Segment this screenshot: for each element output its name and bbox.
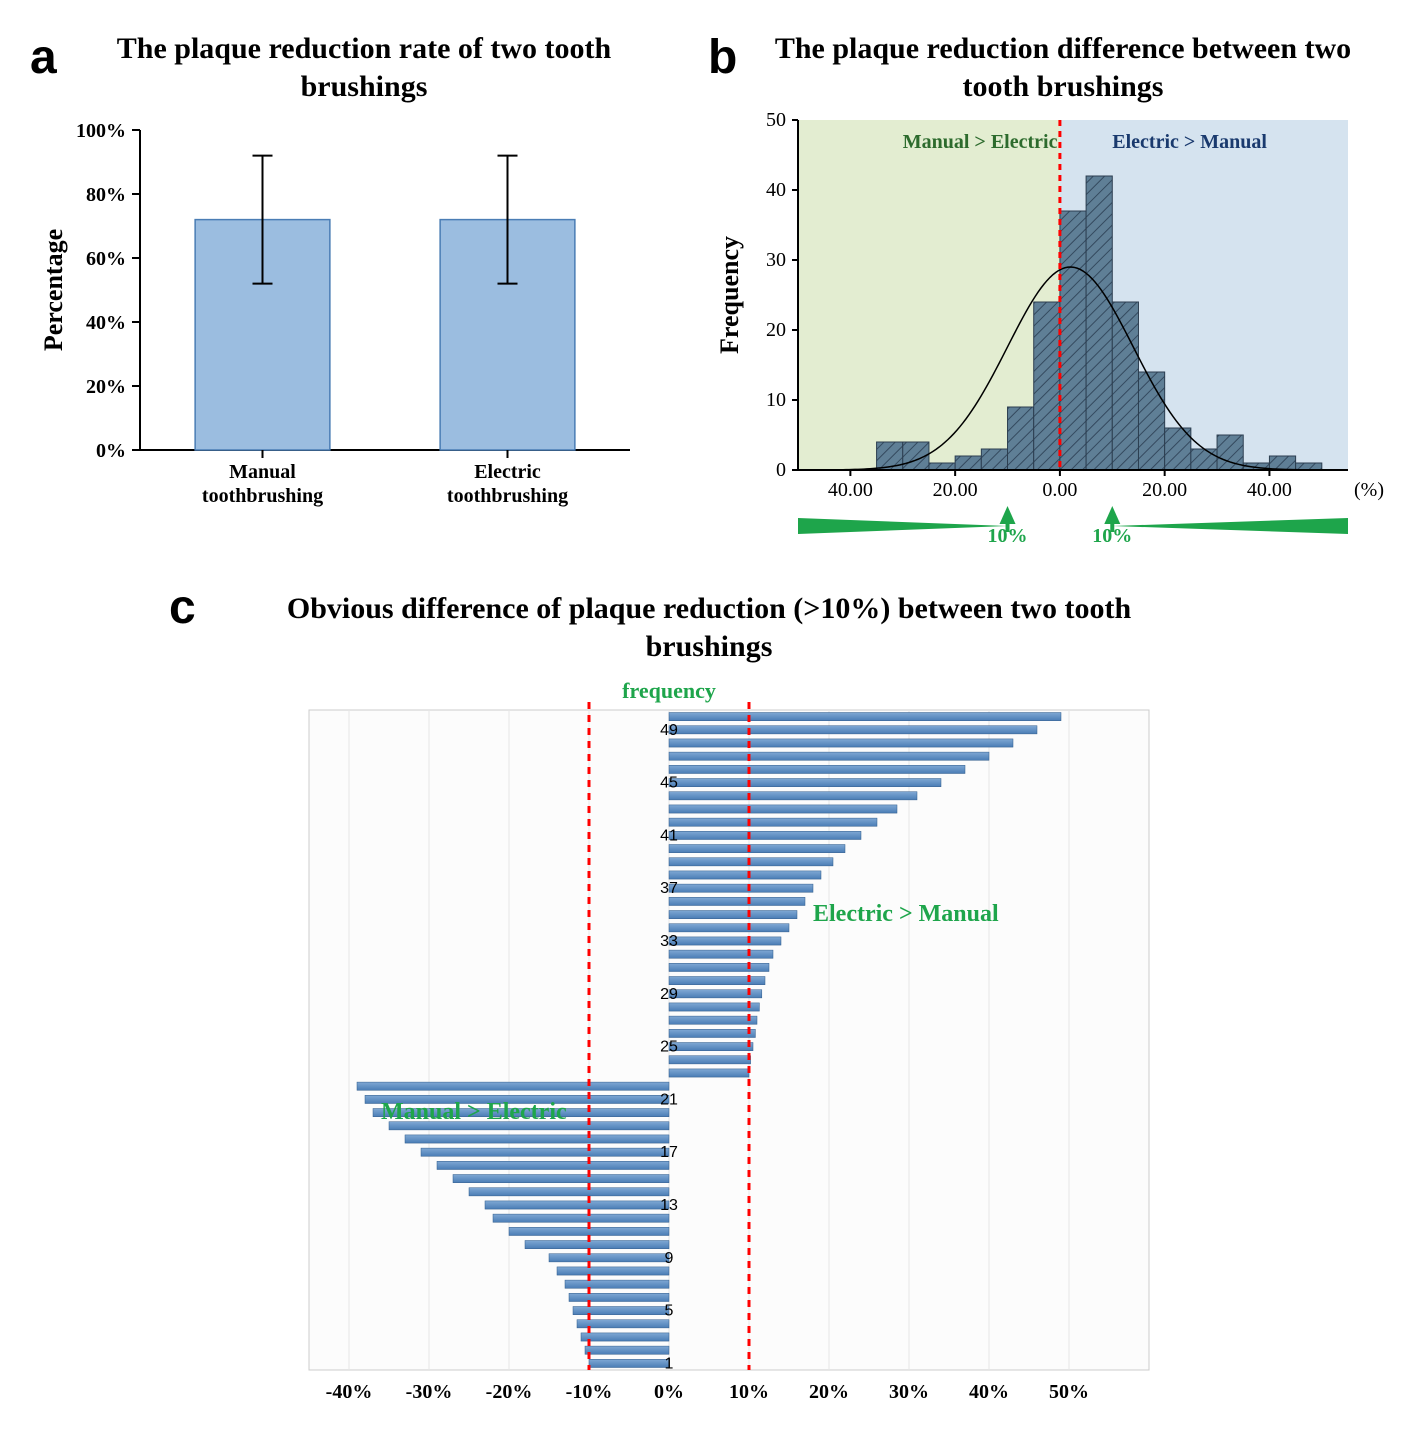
svg-text:17: 17 (660, 1144, 678, 1161)
svg-text:0%: 0% (96, 440, 126, 462)
svg-text:40.00: 40.00 (1247, 479, 1292, 501)
svg-text:40%: 40% (86, 312, 126, 334)
figure-container: a The plaque reduction rate of two tooth… (20, 20, 1398, 1420)
svg-text:41: 41 (660, 827, 678, 844)
svg-text:20: 20 (766, 319, 786, 341)
svg-text:5: 5 (665, 1303, 674, 1320)
panel-b: b The plaque reduction difference betwee… (698, 20, 1398, 570)
svg-text:-40%: -40% (326, 1381, 373, 1403)
svg-text:60%: 60% (86, 248, 126, 270)
panel-c: c Obvious difference of plaque reduction… (20, 590, 1398, 1420)
svg-text:-10%: -10% (566, 1381, 613, 1403)
svg-text:20%: 20% (809, 1381, 849, 1403)
svg-text:Electric > Manual: Electric > Manual (1112, 131, 1267, 153)
panel-c-chart: 1 5 9 13 17 21 25 29 33 37 41 45 49 -40% -30% -20% -10% 0… (209, 670, 1209, 1420)
svg-text:frequency: frequency (622, 678, 716, 703)
svg-text:Electric: Electric (474, 461, 541, 483)
svg-text:37: 37 (660, 880, 678, 897)
panel-a-chart: 0%20%40%60%80%100%PercentageManualtoothb… (20, 110, 660, 530)
panel-b-label: b (708, 30, 737, 85)
svg-text:toothbrushing: toothbrushing (202, 485, 323, 507)
svg-text:Manual > Electric: Manual > Electric (903, 131, 1058, 153)
svg-text:45: 45 (660, 775, 678, 792)
svg-text:30%: 30% (889, 1381, 929, 1403)
svg-text:20.00: 20.00 (1142, 479, 1187, 501)
svg-text:1: 1 (665, 1355, 674, 1372)
svg-text:Electric > Manual: Electric > Manual (813, 901, 999, 927)
svg-text:toothbrushing: toothbrushing (447, 485, 568, 507)
svg-text:10%: 10% (1092, 525, 1132, 547)
svg-text:29: 29 (660, 986, 678, 1003)
svg-text:21: 21 (660, 1091, 678, 1108)
svg-text:100%: 100% (76, 120, 126, 142)
panel-a: a The plaque reduction rate of two tooth… (20, 20, 678, 570)
svg-text:40.00: 40.00 (828, 479, 873, 501)
panel-c-title: Obvious difference of plaque reduction (… (259, 590, 1159, 665)
svg-text:50: 50 (766, 110, 786, 131)
svg-text:30: 30 (766, 249, 786, 271)
svg-text:20%: 20% (86, 376, 126, 398)
svg-text:20.00: 20.00 (933, 479, 978, 501)
svg-text:-30%: -30% (406, 1381, 453, 1403)
svg-text:Manual > Electric: Manual > Electric (381, 1099, 567, 1125)
svg-text:33: 33 (660, 933, 678, 950)
svg-text:-20%: -20% (486, 1381, 533, 1403)
panel-a-title: The plaque reduction rate of two tooth b… (90, 30, 638, 105)
svg-text:Frequency: Frequency (715, 236, 744, 354)
panel-b-chart: 0 10 20 30 40 50 Frequency 40.00 20.00 0.00 20.00 4… (698, 110, 1398, 570)
svg-text:25: 25 (660, 1039, 678, 1056)
svg-text:(%): (%) (1354, 479, 1384, 501)
svg-text:10%: 10% (729, 1381, 769, 1403)
svg-text:10: 10 (766, 389, 786, 411)
svg-text:13: 13 (660, 1197, 678, 1214)
svg-text:10%: 10% (988, 525, 1028, 547)
svg-text:9: 9 (665, 1250, 674, 1267)
svg-text:40%: 40% (969, 1381, 1009, 1403)
svg-text:49: 49 (660, 722, 678, 739)
panel-c-label: c (169, 580, 196, 635)
svg-text:40: 40 (766, 179, 786, 201)
svg-text:50%: 50% (1049, 1381, 1089, 1403)
svg-text:Manual: Manual (229, 461, 296, 483)
panel-b-title: The plaque reduction difference between … (738, 30, 1388, 105)
svg-text:0: 0 (776, 459, 786, 481)
svg-text:0%: 0% (654, 1381, 684, 1403)
panel-a-label: a (30, 30, 57, 85)
svg-text:0.00: 0.00 (1042, 479, 1077, 501)
svg-text:80%: 80% (86, 184, 126, 206)
svg-text:Percentage: Percentage (39, 229, 68, 351)
